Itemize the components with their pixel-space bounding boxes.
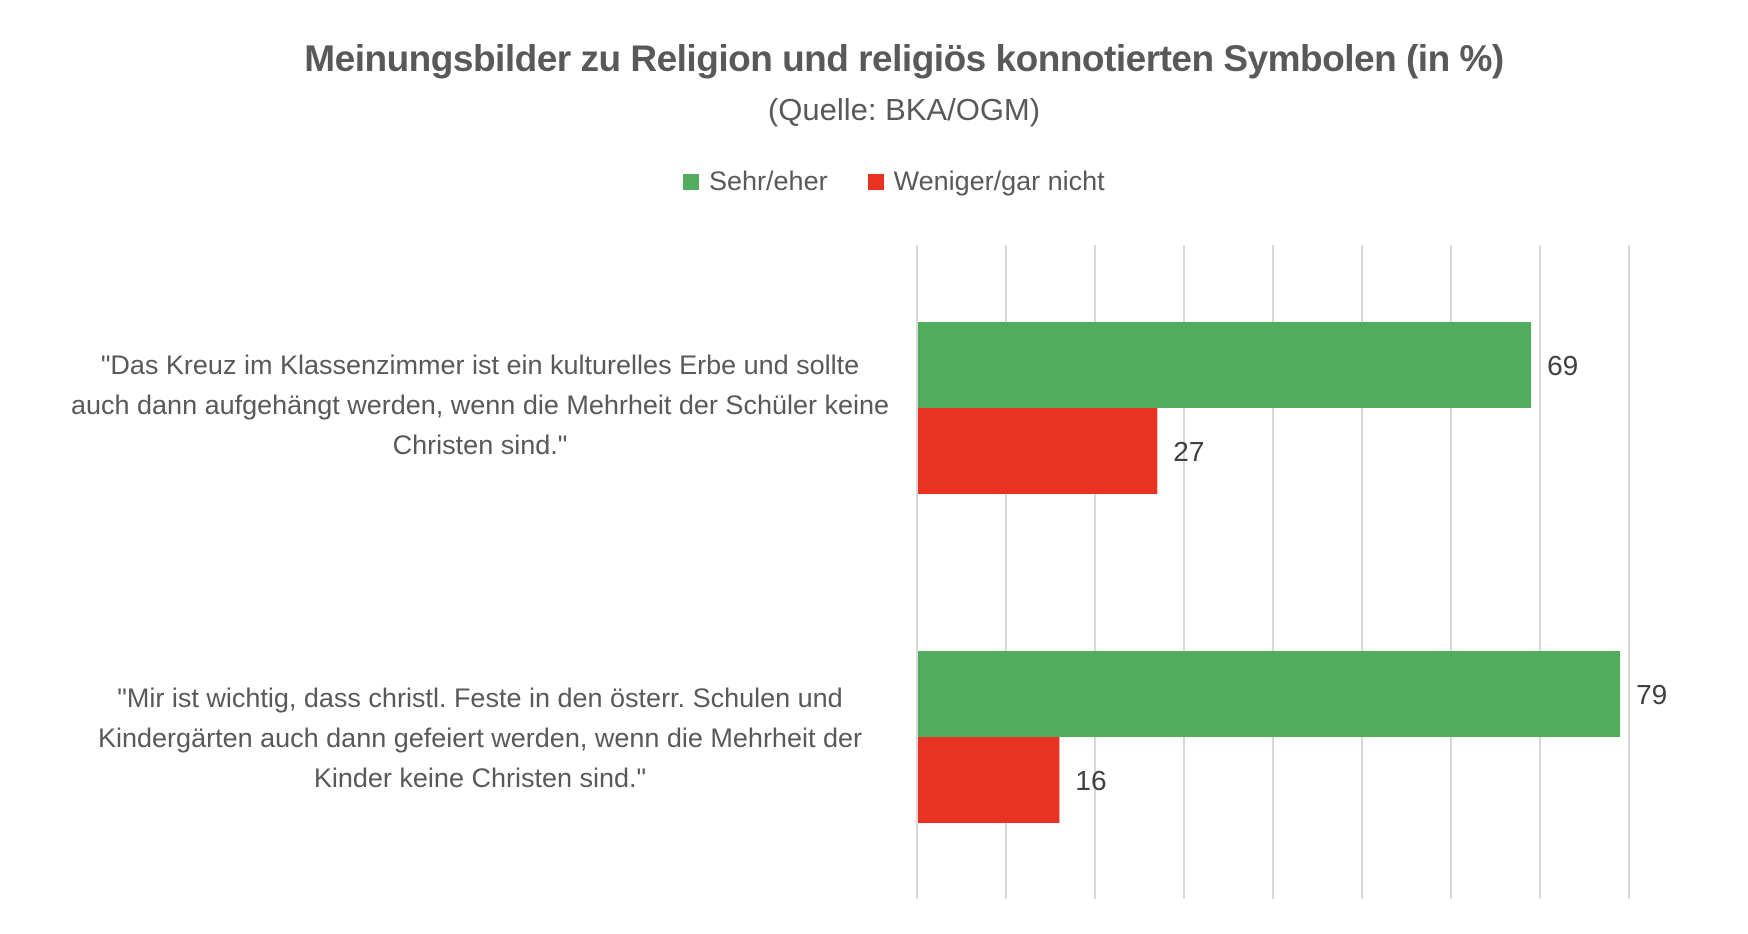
data-label-sehr-eher-0: 69 <box>1547 350 1578 381</box>
legend-label: Sehr/eher <box>709 166 828 196</box>
legend-swatch-green <box>683 173 699 190</box>
data-label-weniger-gar-nicht-0: 27 <box>1173 436 1204 467</box>
legend-item-sehr-eher: Sehr/eher <box>683 166 828 197</box>
bar-weniger-gar-nicht-1 <box>918 737 1060 823</box>
bar-weniger-gar-nicht-0 <box>918 408 1158 494</box>
legend: Sehr/eher Weniger/gar nicht <box>683 166 1145 197</box>
category-label-kreuz: "Das Kreuz im Klassenzimmer ist ein kult… <box>70 350 890 460</box>
category-label-feste: "Mir ist wichtig, dass christl. Feste in… <box>98 683 862 793</box>
legend-label: Weniger/gar nicht <box>893 166 1105 196</box>
data-label-weniger-gar-nicht-1: 16 <box>1075 765 1106 796</box>
chart-title: Meinungsbilder zu Religion und religiös … <box>304 38 1504 79</box>
chart-subtitle: (Quelle: BKA/OGM) <box>767 92 1041 127</box>
bar-sehr-eher-1 <box>918 651 1621 737</box>
legend-item-weniger-gar-nicht: Weniger/gar nicht <box>867 166 1105 197</box>
data-label-sehr-eher-1: 79 <box>1636 679 1667 710</box>
bar-sehr-eher-0 <box>918 322 1532 408</box>
legend-swatch-red <box>867 173 884 190</box>
